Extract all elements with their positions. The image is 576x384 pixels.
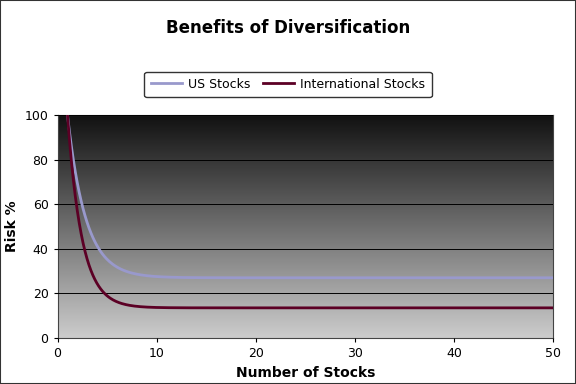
US Stocks [327,275,334,280]
US Stocks [298,275,305,280]
Line: US Stocks: US Stocks [67,115,553,278]
US Stocks [538,275,545,280]
US Stocks [294,275,301,280]
US Stocks [353,275,360,280]
International Stocks [538,306,545,310]
International Stocks [462,306,469,310]
International Stocks [294,306,301,310]
US Stocks [64,113,71,118]
International Stocks [550,306,556,310]
Y-axis label: Risk %: Risk % [5,201,19,252]
Line: International Stocks: International Stocks [67,115,553,308]
International Stocks [64,113,71,118]
Text: Benefits of Diversification: Benefits of Diversification [166,19,410,37]
International Stocks [353,306,360,310]
X-axis label: Number of Stocks: Number of Stocks [236,366,375,379]
US Stocks [462,275,469,280]
International Stocks [327,306,334,310]
Legend: US Stocks, International Stocks: US Stocks, International Stocks [145,71,431,97]
International Stocks [298,306,305,310]
US Stocks [550,275,556,280]
